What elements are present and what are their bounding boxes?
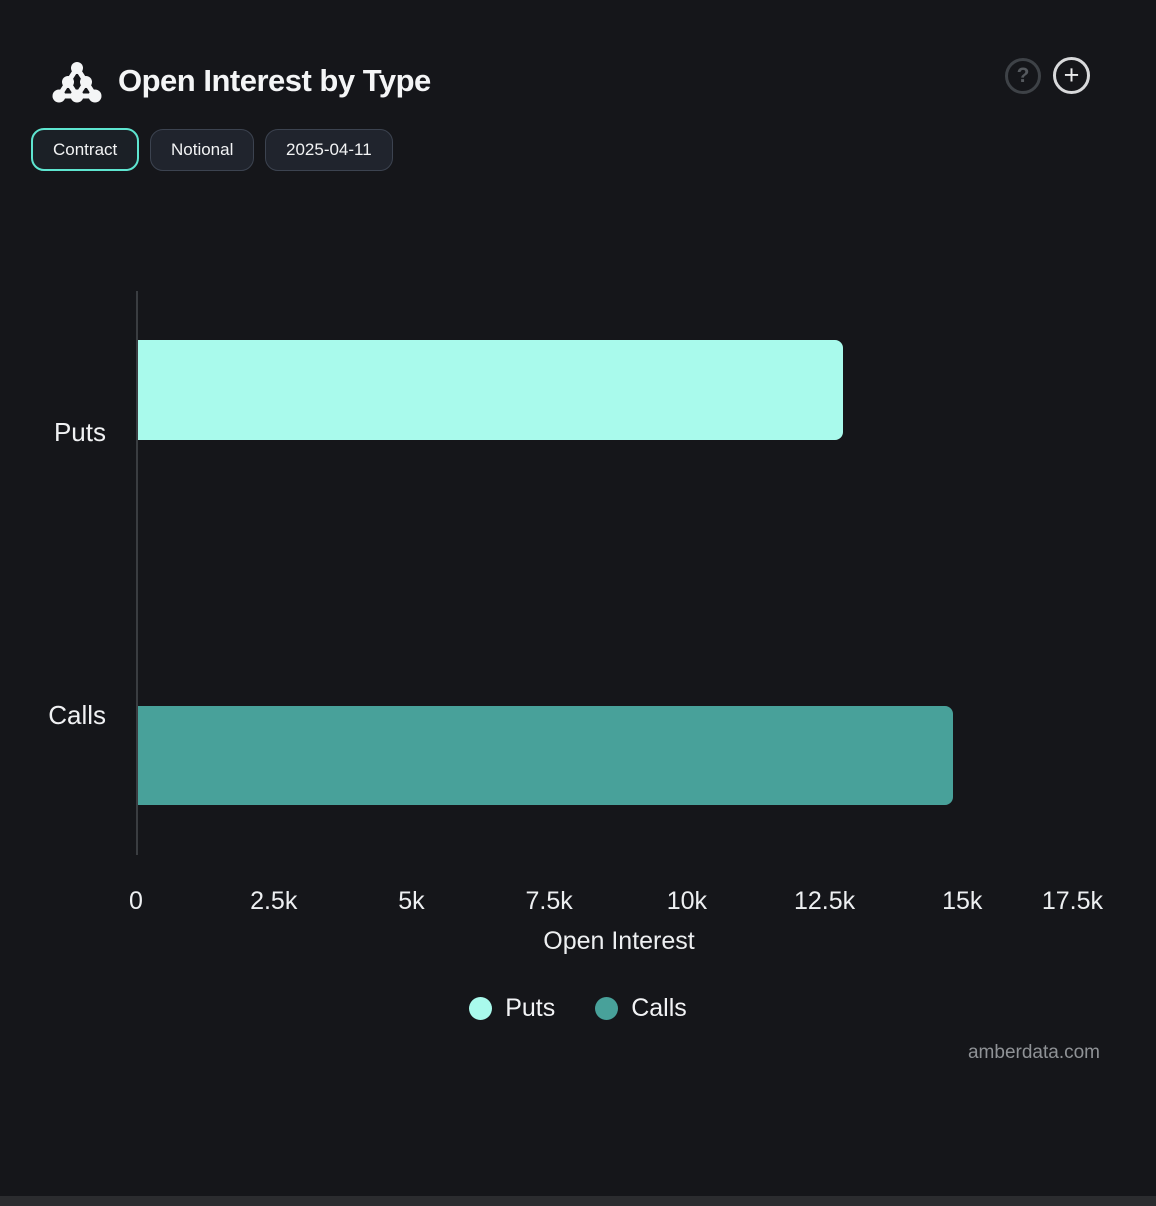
bottom-edge-strip xyxy=(0,1196,1156,1206)
question-mark-icon: ? xyxy=(1016,64,1030,87)
amberdata-logo-icon xyxy=(52,62,102,103)
bar-puts[interactable] xyxy=(138,340,843,440)
x-tick-label: 12.5k xyxy=(793,887,856,915)
legend-item-calls[interactable]: Calls xyxy=(595,994,687,1023)
date-picker-button[interactable]: 2025-04-11 xyxy=(265,129,393,171)
y-category-label-calls: Calls xyxy=(48,700,106,730)
help-button[interactable]: ? xyxy=(1005,58,1041,94)
legend-label: Calls xyxy=(631,994,687,1022)
x-tick-label: 10k xyxy=(666,887,707,915)
x-tick-label: 17.5k xyxy=(1041,887,1103,915)
y-axis-line xyxy=(136,291,138,855)
legend-item-puts[interactable]: Puts xyxy=(469,994,555,1023)
x-axis-title: Open Interest xyxy=(543,927,695,955)
watermark: amberdata.com xyxy=(967,1042,1100,1063)
legend-label: Puts xyxy=(505,994,556,1022)
legend: Puts Calls xyxy=(0,994,1156,1023)
x-tick-label: 7.5k xyxy=(525,887,573,915)
toggle-notional[interactable]: Notional xyxy=(150,129,255,171)
y-category-label-puts: Puts xyxy=(53,417,106,447)
x-tick-label: 5k xyxy=(398,887,425,915)
plus-icon: + xyxy=(1063,60,1080,90)
x-tick-label: 15k xyxy=(942,887,983,915)
x-tick-label: 0 xyxy=(129,887,143,915)
page-title: Open Interest by Type xyxy=(118,63,431,98)
x-tick-label: 2.5k xyxy=(250,887,298,915)
toggle-contract[interactable]: Contract xyxy=(31,128,140,171)
puts-legend-dot-icon xyxy=(469,997,493,1020)
add-button[interactable]: + xyxy=(1053,57,1090,94)
calls-legend-dot-icon xyxy=(595,997,619,1020)
bar-calls[interactable] xyxy=(138,706,953,805)
